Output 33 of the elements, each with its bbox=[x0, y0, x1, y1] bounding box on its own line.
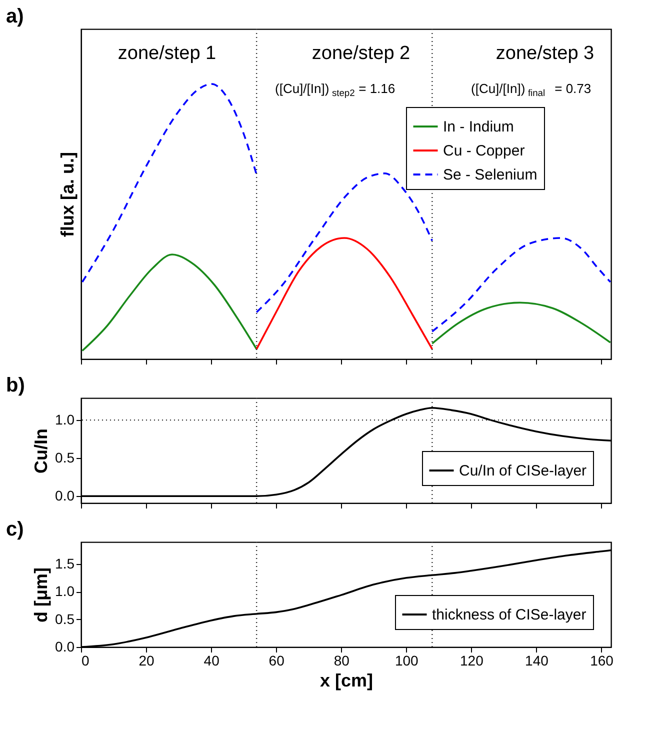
x-tick-label: 80 bbox=[334, 652, 350, 668]
legend-label: Cu - Copper bbox=[443, 142, 525, 160]
y-tick-label: 0.5 bbox=[55, 610, 75, 627]
legend-label: Cu/In of CISe-layer bbox=[459, 462, 587, 480]
y-axis-title: flux [a. u.] bbox=[58, 152, 78, 237]
legend-label: thickness of CISe-layer bbox=[432, 606, 586, 624]
y-tick-label: 1.5 bbox=[55, 556, 75, 572]
y-tick-label: 1.0 bbox=[55, 583, 75, 600]
x-tick-label: 40 bbox=[204, 652, 220, 668]
y-tick-label: 1.0 bbox=[55, 412, 75, 428]
text: zone/step 3 bbox=[496, 43, 594, 64]
chart-title: b) bbox=[6, 374, 25, 396]
x-tick-label: 0 bbox=[82, 652, 90, 668]
y-tick-label: 0.0 bbox=[55, 488, 75, 504]
annotation: ([Cu]/[In])final = 0.73 bbox=[471, 81, 592, 98]
x-tick-label: 160 bbox=[590, 652, 614, 668]
x-tick-label: 120 bbox=[460, 652, 484, 668]
text: zone/step 2 bbox=[312, 43, 410, 64]
y-tick-label: 0.0 bbox=[55, 638, 75, 654]
x-tick-label: 20 bbox=[138, 652, 155, 668]
y-axis-title: Cu/In bbox=[31, 428, 52, 474]
text: zone/step 1 bbox=[118, 43, 216, 64]
annotation: ([Cu]/[In])step2 = 1.16 bbox=[275, 81, 396, 98]
x-axis-title: x [cm] bbox=[320, 670, 374, 690]
legend-label: Se - Selenium bbox=[443, 166, 538, 184]
y-axis-title: d [μm] bbox=[31, 567, 52, 623]
x-tick-label: 60 bbox=[268, 652, 285, 668]
x-tick-label: 100 bbox=[394, 652, 419, 668]
chart-title: c) bbox=[6, 518, 24, 540]
legend-label: In - Indium bbox=[443, 118, 514, 136]
y-tick-label: 0.5 bbox=[55, 450, 75, 466]
chart-title: a) bbox=[6, 5, 24, 28]
x-tick-label: 140 bbox=[525, 652, 549, 668]
